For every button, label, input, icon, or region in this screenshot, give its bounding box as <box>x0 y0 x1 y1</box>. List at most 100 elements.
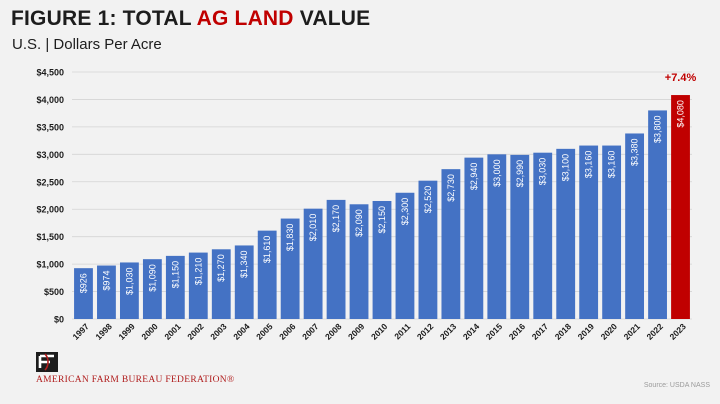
bar <box>671 95 690 319</box>
x-tick-label: 1998 <box>93 321 114 342</box>
bar-value-label: $3,030 <box>538 158 548 186</box>
bar-value-label: $1,610 <box>262 236 272 264</box>
bar-value-label: $2,990 <box>515 160 525 188</box>
x-tick-label: 2007 <box>300 321 321 342</box>
bar <box>441 169 461 319</box>
source-note: Source: USDA NASS <box>643 382 710 389</box>
bar-value-label: $926 <box>78 273 88 293</box>
farm-bureau-logo-icon <box>36 352 58 372</box>
x-tick-label: 2013 <box>438 321 459 342</box>
bar-value-label: $1,830 <box>285 224 295 252</box>
x-tick-label: 2023 <box>667 321 688 342</box>
title-prefix: FIGURE 1: TOTAL <box>11 7 197 30</box>
bar-value-label: $1,270 <box>216 254 226 282</box>
x-tick-label: 2008 <box>323 321 344 342</box>
bar <box>188 252 208 319</box>
y-tick-label: $4,500 <box>36 68 64 78</box>
x-tick-label: 2010 <box>369 321 390 342</box>
bar <box>74 268 93 319</box>
bar <box>556 148 576 319</box>
bar <box>395 192 415 319</box>
bar-value-label: $2,170 <box>331 205 341 233</box>
bar-value-label: $3,000 <box>492 159 502 187</box>
x-tick-label: 2022 <box>645 321 666 342</box>
bar-value-label: $2,300 <box>400 198 410 226</box>
x-tick-label: 1999 <box>116 321 137 342</box>
x-axis-ticks: 1997 1998 1999 2000 2001 2002 2003 2004 2005 2006… <box>70 321 688 342</box>
y-tick-label: $4,000 <box>36 95 64 105</box>
chart-subtitle: U.S. | Dollars Per Acre <box>12 36 162 53</box>
bar-value-label: $1,340 <box>239 250 249 278</box>
x-tick-label: 2019 <box>576 321 597 342</box>
bar-value-label: $2,090 <box>354 209 364 237</box>
x-tick-label: 2001 <box>162 321 183 342</box>
bar <box>418 180 438 319</box>
bar-value-label: $1,030 <box>124 267 134 295</box>
x-tick-label: 1997 <box>70 321 91 342</box>
bar-value-label: $1,150 <box>170 261 180 289</box>
y-tick-label: $2,000 <box>36 205 64 215</box>
y-tick-label: $3,000 <box>36 150 64 160</box>
bar-value-label: $2,730 <box>446 174 456 202</box>
bar-value-label: $3,800 <box>653 115 663 143</box>
x-tick-label: 2004 <box>231 321 252 342</box>
bar <box>142 259 162 319</box>
x-tick-label: 2015 <box>484 321 505 342</box>
y-axis-ticks: $0 $500 $1,000 $1,500 $2,000 $2,500 $3,000 $3,5… <box>36 68 64 325</box>
bars <box>74 95 690 319</box>
bar-value-label: $2,520 <box>423 186 433 214</box>
x-tick-label: 2020 <box>599 321 620 342</box>
chart-title: FIGURE 1: TOTAL AG LAND VALUE <box>11 7 370 31</box>
x-tick-label: 2014 <box>461 321 482 342</box>
bar-value-label: $3,100 <box>561 154 571 182</box>
growth-annotation: +7.4% <box>665 72 697 84</box>
x-tick-label: 2006 <box>277 321 298 342</box>
bar <box>165 255 185 319</box>
bar <box>234 245 254 319</box>
bar-value-label: $4,080 <box>676 100 686 128</box>
bar-value-labels: $926 $974 $1,030 $1,090 $1,150 $1,210 $1,270 $1… <box>78 100 685 295</box>
bar <box>280 218 300 319</box>
organization-name: AMERICAN FARM BUREAU FEDERATION® <box>36 375 235 385</box>
bar-value-label: $1,210 <box>193 258 203 286</box>
x-tick-label: 2000 <box>139 321 160 342</box>
bar-value-label: $2,010 <box>308 214 318 242</box>
bar-value-label: $2,940 <box>469 163 479 191</box>
bar <box>349 204 369 319</box>
x-tick-label: 2016 <box>507 321 528 342</box>
bar <box>97 265 116 319</box>
bar <box>625 133 645 319</box>
x-tick-label: 2005 <box>254 321 275 342</box>
bar <box>510 154 530 319</box>
x-tick-label: 2009 <box>346 321 367 342</box>
bar-chart: $0 $500 $1,000 $1,500 $2,000 $2,500 $3,000 $3,5… <box>36 68 697 342</box>
bar <box>372 200 392 319</box>
bar-value-label: $1,090 <box>147 264 157 292</box>
x-tick-label: 2011 <box>392 321 412 341</box>
x-tick-label: 2003 <box>208 321 229 342</box>
title-suffix: VALUE <box>293 7 371 30</box>
title-highlight: AG LAND <box>196 7 294 30</box>
bar-value-label: $974 <box>101 271 111 291</box>
bar <box>326 199 346 319</box>
bar-value-label: $3,160 <box>607 151 617 179</box>
bar <box>487 154 507 319</box>
y-tick-label: $2,500 <box>36 177 64 187</box>
x-tick-label: 2012 <box>415 321 436 342</box>
bar-value-label: $3,380 <box>630 138 640 166</box>
y-tick-label: $1,500 <box>36 232 64 242</box>
bar <box>257 230 277 319</box>
bar <box>464 157 484 319</box>
bar <box>579 145 599 319</box>
y-tick-label: $500 <box>44 287 64 297</box>
bar <box>648 110 667 319</box>
y-tick-label: $1,000 <box>36 260 64 270</box>
bar <box>211 249 231 319</box>
bar <box>303 208 323 319</box>
x-tick-label: 2018 <box>553 321 574 342</box>
bar-value-label: $3,160 <box>584 151 594 179</box>
bar <box>533 152 553 319</box>
x-tick-label: 2002 <box>185 321 206 342</box>
x-tick-label: 2017 <box>530 321 551 342</box>
y-tick-label: $3,500 <box>36 122 64 132</box>
